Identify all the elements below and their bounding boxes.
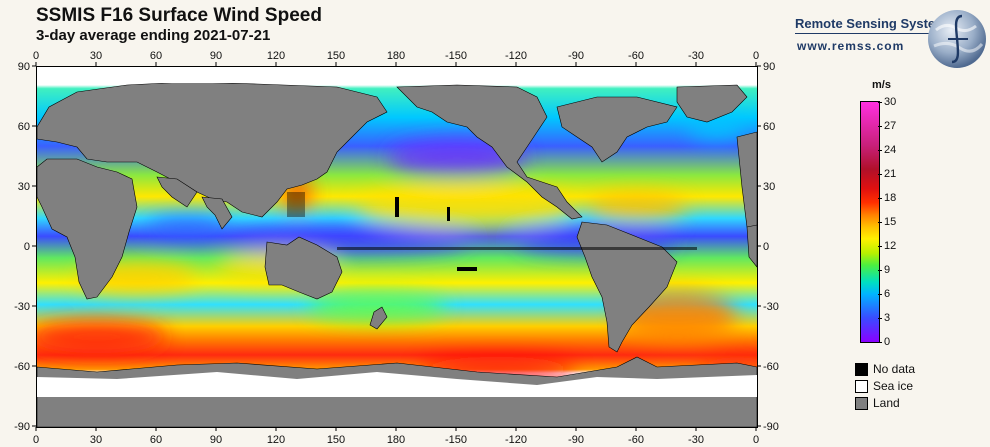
legend-label: Sea ice xyxy=(873,379,914,393)
brand-divider xyxy=(795,33,945,34)
lon-label-bottom: 90 xyxy=(210,434,222,446)
brand-url[interactable]: www.remss.com xyxy=(797,39,905,53)
longitude-ticks-top: 0 30 60 90 120 150 180 -150 -120 -90 -60 -30 0 xyxy=(33,50,759,66)
lon-label-top: 30 xyxy=(90,50,102,62)
colorbar-tick xyxy=(878,342,882,343)
colorbar-label: 9 xyxy=(884,264,891,276)
colorbar-tick xyxy=(878,294,882,295)
lon-label-top: 120 xyxy=(267,50,285,62)
lat-label-right: -60 xyxy=(763,361,779,373)
colorbar-label: 12 xyxy=(884,240,897,252)
colorbar-tick xyxy=(878,270,882,271)
colorbar-tick xyxy=(878,102,882,103)
latitude-ticks-right: 90 60 30 0 -30 -60 -90 xyxy=(757,61,779,433)
lon-label-bottom: 30 xyxy=(90,434,102,446)
lon-label-bottom: -90 xyxy=(568,434,584,446)
colorbar-tick xyxy=(878,222,882,223)
lat-label-left: 30 xyxy=(18,181,30,193)
sea-ice-layer xyxy=(37,67,757,397)
wind-speed-map xyxy=(36,66,758,428)
lon-label-top: 150 xyxy=(327,50,345,62)
colorbar-label: 24 xyxy=(884,144,897,156)
lat-label-left: 60 xyxy=(18,121,30,133)
legend-swatch xyxy=(855,380,868,393)
lat-label-right: 90 xyxy=(763,61,775,73)
colorbar-tick xyxy=(878,150,882,151)
lon-label-bottom: 120 xyxy=(267,434,285,446)
lat-label-right: -90 xyxy=(763,421,779,433)
lon-label-top: -120 xyxy=(505,50,527,62)
lat-label-right: 60 xyxy=(763,121,775,133)
colorbar-label: 18 xyxy=(884,192,897,204)
lon-label-top: -150 xyxy=(445,50,467,62)
lon-label-bottom: -120 xyxy=(505,434,527,446)
lat-label-right: 0 xyxy=(763,241,769,253)
legend-label: No data xyxy=(873,362,916,376)
lat-label-right: -30 xyxy=(763,301,779,313)
lon-label-bottom: -150 xyxy=(445,434,467,446)
colorbar-unit: m/s xyxy=(872,79,891,91)
brand-name: Remote Sensing Systems xyxy=(795,16,954,31)
globe-logo-icon xyxy=(928,10,986,68)
lon-label-top: -90 xyxy=(568,50,584,62)
longitude-ticks-bottom: 0 30 60 90 120 150 180 -150 -120 -90 -60 -30 0 xyxy=(33,427,759,446)
lon-label-top: 90 xyxy=(210,50,222,62)
colorbar-label: 6 xyxy=(884,288,891,300)
latitude-ticks-left: 90 60 30 0 -30 -60 -90 xyxy=(14,61,36,433)
lon-label-bottom: 180 xyxy=(387,434,405,446)
colorbar-tick xyxy=(878,174,882,175)
lon-label-bottom: -30 xyxy=(688,434,704,446)
legend-label: Land xyxy=(873,396,900,410)
lat-label-left: 90 xyxy=(18,61,30,73)
lat-label-left: 0 xyxy=(24,241,30,253)
lon-label-top: 0 xyxy=(33,50,39,62)
colorbar-tick xyxy=(878,246,882,247)
lat-label-left: -60 xyxy=(14,361,30,373)
colorbar-tick xyxy=(878,318,882,319)
lat-label-left: -90 xyxy=(14,421,30,433)
lon-label-bottom: 0 xyxy=(33,434,39,446)
lon-label-bottom: -60 xyxy=(628,434,644,446)
colorbar-label: 21 xyxy=(884,168,897,180)
colorbar xyxy=(860,101,880,343)
legend-swatch xyxy=(855,363,868,376)
colorbar-label: 30 xyxy=(884,96,897,108)
map-subtitle: 3-day average ending 2021-07-21 xyxy=(36,27,271,44)
lon-label-top: -60 xyxy=(628,50,644,62)
colorbar-label: 15 xyxy=(884,216,897,228)
wind-field-layer xyxy=(37,67,757,427)
colorbar-tick xyxy=(878,198,882,199)
lon-label-top: 180 xyxy=(387,50,405,62)
no-data-layer xyxy=(287,192,697,271)
lon-label-bottom: 60 xyxy=(150,434,162,446)
lat-label-right: 30 xyxy=(763,181,775,193)
map-title: SSMIS F16 Surface Wind Speed xyxy=(36,5,322,26)
lat-label-left: -30 xyxy=(14,301,30,313)
lon-label-top: 0 xyxy=(753,50,759,62)
legend-swatch xyxy=(855,397,868,410)
lon-label-bottom: 0 xyxy=(753,434,759,446)
colorbar-tick xyxy=(878,126,882,127)
colorbar-label: 0 xyxy=(884,336,891,348)
lon-label-top: -30 xyxy=(688,50,704,62)
colorbar-label: 27 xyxy=(884,120,897,132)
lon-label-top: 60 xyxy=(150,50,162,62)
lon-label-bottom: 150 xyxy=(327,434,345,446)
colorbar-label: 3 xyxy=(884,312,891,324)
